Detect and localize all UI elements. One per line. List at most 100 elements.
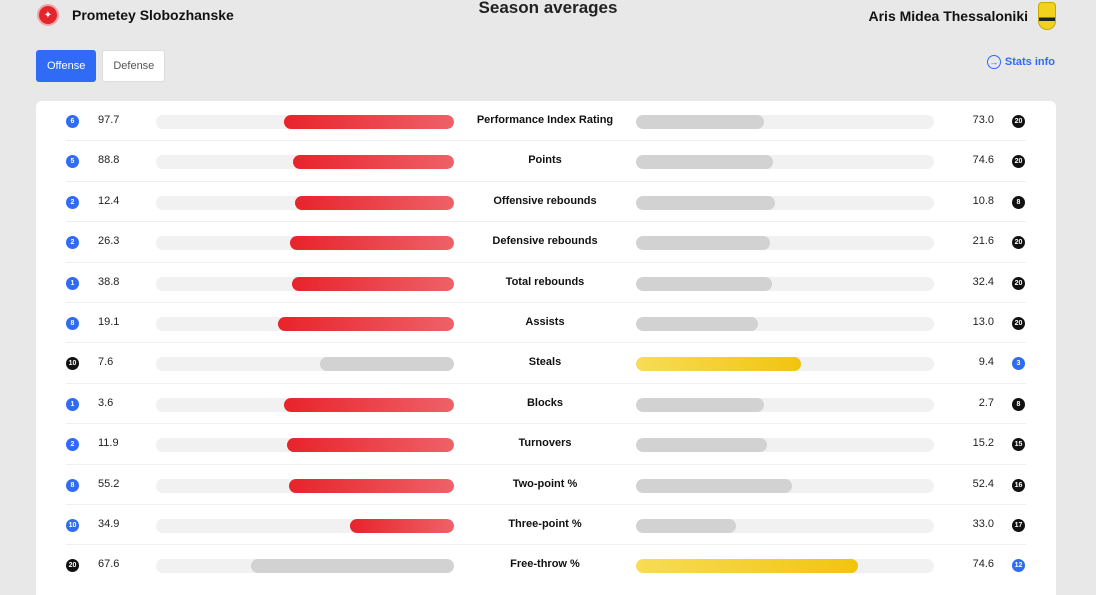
home-bar-fill xyxy=(284,397,454,412)
home-bar-fill xyxy=(320,357,454,372)
home-bar-track xyxy=(156,438,454,453)
home-stat-value: 34.9 xyxy=(98,518,120,530)
stat-row: 2 11.9 Turnovers 15.2 15 xyxy=(66,424,1026,465)
home-rank-badge: 20 xyxy=(66,559,79,573)
away-bar-track xyxy=(636,519,934,533)
home-rank-badge: 1 xyxy=(66,397,79,411)
away-bar-track xyxy=(636,438,934,453)
home-stat-value: 67.6 xyxy=(98,558,120,571)
away-stat-value: 2.7 xyxy=(978,396,994,409)
stat-label: Free-throw % xyxy=(510,558,580,571)
away-stat-value: 74.6 xyxy=(972,154,994,167)
home-rank-badge: 10 xyxy=(66,357,79,371)
tab-defense[interactable]: Defense xyxy=(102,50,166,82)
stat-row: 10 34.9 Three-point % 33.0 17 xyxy=(66,505,1026,546)
home-stat-value: 19.1 xyxy=(98,316,120,328)
home-team-logo: ✦ xyxy=(37,4,59,26)
stats-info-link[interactable]: → Stats info xyxy=(986,55,1055,69)
away-team-name: Aris Midea Thessaloniki xyxy=(868,8,1029,24)
stat-row: 1 38.8 Total rebounds 32.4 20 xyxy=(66,263,1026,303)
home-bar-fill xyxy=(292,276,454,291)
home-bar-track xyxy=(156,357,454,372)
stat-label: Points xyxy=(528,154,562,167)
page-title: Season averages xyxy=(478,0,618,17)
stat-label: Two-point % xyxy=(512,477,578,490)
away-stat-value: 52.4 xyxy=(972,477,994,490)
away-bar-track xyxy=(636,236,934,251)
home-rank-badge: 2 xyxy=(66,438,79,452)
home-rank-badge: 2 xyxy=(66,236,79,250)
away-stat-value: 73.0 xyxy=(972,114,994,126)
stat-row: 2 12.4 Offensive rebounds 10.8 8 xyxy=(66,182,1026,223)
away-bar-track xyxy=(636,155,934,170)
away-bar-track xyxy=(636,478,934,493)
stat-row: 2 26.3 Defensive rebounds 21.6 20 xyxy=(66,222,1026,263)
away-bar-fill xyxy=(636,115,764,129)
home-stat-value: 12.4 xyxy=(98,194,120,207)
home-bar-fill xyxy=(251,559,454,574)
away-bar-fill xyxy=(636,155,773,170)
arrow-right-circle-icon: → xyxy=(986,55,1001,69)
home-rank-badge: 1 xyxy=(66,276,79,290)
away-bar-track xyxy=(636,195,934,210)
away-stat-value: 10.8 xyxy=(972,194,994,207)
tab-offense[interactable]: Offense xyxy=(36,50,97,82)
away-stat-value: 33.0 xyxy=(972,518,994,530)
stat-row: 8 19.1 Assists 13.0 20 xyxy=(66,303,1026,344)
home-stat-value: 88.8 xyxy=(98,154,120,167)
home-team[interactable]: ✦ Prometey Slobozhanske xyxy=(37,4,234,26)
away-rank-badge: 8 xyxy=(1012,397,1025,411)
home-bar-fill xyxy=(284,115,454,129)
away-stat-value: 32.4 xyxy=(972,275,994,288)
stat-row: 1 3.6 Blocks 2.7 8 xyxy=(66,384,1026,425)
stat-row: 10 7.6 Steals 9.4 3 xyxy=(66,343,1026,384)
home-bar-track xyxy=(156,397,454,412)
away-bar-track xyxy=(636,276,934,291)
home-rank-badge: 8 xyxy=(66,317,79,330)
away-rank-badge: 3 xyxy=(1012,357,1025,371)
away-stat-value: 15.2 xyxy=(972,437,994,450)
away-bar-track xyxy=(636,317,934,331)
away-bar-fill xyxy=(636,438,767,453)
away-bar-fill xyxy=(636,276,772,291)
home-stat-value: 3.6 xyxy=(98,396,114,409)
away-bar-track xyxy=(636,115,934,129)
home-stat-value: 38.8 xyxy=(98,275,120,288)
away-rank-badge: 20 xyxy=(1012,236,1025,250)
stat-row: 6 97.7 Performance Index Rating 73.0 20 xyxy=(66,101,1026,142)
away-bar-fill xyxy=(636,317,758,331)
home-stat-value: 97.7 xyxy=(98,114,120,126)
away-bar-track xyxy=(636,559,934,574)
home-bar-track xyxy=(156,236,454,251)
away-bar-fill xyxy=(636,236,770,251)
home-rank-badge: 2 xyxy=(66,195,79,209)
home-stat-value: 55.2 xyxy=(98,477,120,490)
away-rank-badge: 16 xyxy=(1012,478,1025,492)
home-team-name: Prometey Slobozhanske xyxy=(72,7,234,23)
home-bar-track xyxy=(156,155,454,170)
away-stat-value: 21.6 xyxy=(972,235,994,248)
away-rank-badge: 17 xyxy=(1012,519,1025,532)
stat-label: Performance Index Rating xyxy=(476,114,614,126)
home-bar-fill xyxy=(293,155,454,170)
stats-card: 6 97.7 Performance Index Rating 73.0 20 5 88.8… xyxy=(36,101,1056,595)
stat-label: Defensive rebounds xyxy=(492,235,598,248)
stat-row: 20 67.6 Free-throw % 74.6 12 xyxy=(66,545,1026,585)
away-rank-badge: 20 xyxy=(1012,317,1025,330)
away-rank-badge: 20 xyxy=(1012,115,1025,128)
home-rank-badge: 10 xyxy=(66,519,79,532)
home-bar-fill xyxy=(287,438,454,453)
away-team[interactable]: Aris Midea Thessaloniki xyxy=(868,2,1056,30)
stat-label: Blocks xyxy=(526,396,564,409)
away-bar-track xyxy=(636,357,934,372)
away-rank-badge: 8 xyxy=(1012,195,1025,209)
home-stat-value: 26.3 xyxy=(98,235,120,248)
home-bar-fill xyxy=(295,195,454,210)
away-bar-fill xyxy=(636,397,764,412)
home-rank-badge: 8 xyxy=(66,478,79,492)
home-stat-value: 7.6 xyxy=(98,356,114,369)
home-bar-track xyxy=(156,317,454,331)
stats-tabs: Offense Defense xyxy=(36,50,166,82)
stat-label: Assists xyxy=(525,316,565,328)
away-rank-badge: 20 xyxy=(1012,276,1025,290)
